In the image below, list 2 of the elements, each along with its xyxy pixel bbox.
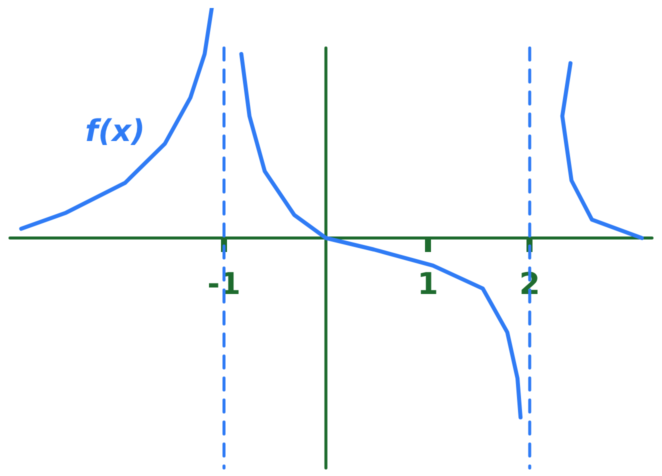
annotation: f(x) [85,114,145,149]
x-tick-label: 1 [417,266,438,302]
